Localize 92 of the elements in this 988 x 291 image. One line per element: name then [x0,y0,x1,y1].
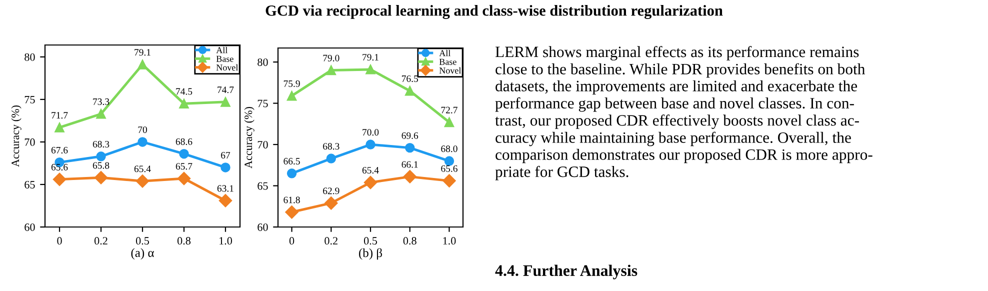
text: GCD via reciprocal learning and class-wise distribution regularization [266,5,723,19]
point [136,174,150,188]
point [220,162,230,172]
x-tick-label: 0 [289,237,294,245]
legend-label: All [216,46,228,54]
x-tick-label: 0.2 [94,237,108,245]
y-tick-label: 60 [24,223,35,231]
y-tick-label: 60 [258,223,268,231]
point [444,117,454,128]
x-tick-label: 1.0 [220,237,232,245]
data-label: 61.8 [284,196,300,204]
data-label: 79.1 [362,54,378,61]
data-label: 65.6 [51,164,68,170]
point [96,109,106,119]
data-label: 66.5 [284,158,300,165]
point [366,140,376,150]
data-label: 62.9 [323,188,340,194]
legend-label: Base [439,58,456,65]
data-label: 75.9 [284,80,300,87]
y-tick-label: 65 [258,182,268,190]
point [285,206,298,219]
point [54,122,64,132]
point [326,154,336,164]
data-label: 70.0 [362,129,379,136]
y-tick-label: 70 [258,140,268,148]
x-tick-label: 0.5 [364,237,378,245]
point [179,98,189,109]
data-label: 65.7 [176,163,192,170]
data-label: 66.1 [402,161,418,168]
data-label: 67 [221,152,230,159]
x-axis-title: (b) β [359,248,382,260]
data-label: 68.3 [92,140,110,148]
data-label: 65.4 [362,167,379,174]
x-tick-label: 1.0 [443,237,456,245]
data-label: 79.0 [323,54,340,62]
text: LERM shows marginal effects as its performance remains close to the baseline. While PDR provides benefits on both datasets, the improvements are limited and exacerbate the performance gap between base and novel classes. In con- trast, our proposed CDR effectively boosts novel class ac- curacy while maintaining base performance. Overall, the comparison demonstrates our proposed CDR is more appro- priate for GCD tasks. [495,46,872,180]
point [324,196,338,210]
data-label: 63.1 [217,185,234,192]
point [442,174,456,188]
data-label: 72.7 [441,106,458,114]
y-tick-label: 75 [258,100,268,108]
legend-label: Novel [216,64,238,71]
y-tick-label: 75 [24,96,35,104]
data-label: 67.6 [51,146,68,154]
point [220,97,230,107]
y-axis-title: Accuracy (%) [11,105,22,167]
legend-label: All [439,50,450,56]
data-label: 74.5 [176,88,192,95]
data-label: 65.4 [134,166,151,172]
data-label: 68.0 [441,146,458,152]
data-label: 68.6 [176,138,192,145]
point [444,156,454,166]
point [138,137,148,147]
data-label: 65.6 [441,165,458,172]
point [286,168,297,178]
x-tick-label: 0 [57,237,62,245]
point [96,152,106,162]
point [52,172,66,186]
y-axis-title: Accuracy (%) [244,106,254,168]
y-tick-label: 80 [258,58,268,66]
data-label: 71.7 [52,112,68,119]
data-label: 79.1 [134,49,150,56]
x-tick-label: 0.5 [136,237,150,245]
legend-label: Base [216,56,234,62]
point [364,176,378,190]
data-label: 70 [138,126,147,134]
point [326,65,336,76]
legend-label: Novel [439,67,462,74]
point [94,171,108,184]
y-tick-label: 70 [24,138,35,146]
point [405,142,415,153]
point [405,86,415,96]
x-tick-label: 0.8 [403,237,416,245]
point [138,60,148,70]
point [366,64,376,74]
point [403,170,416,184]
text: 4.4. Further Analysis [495,264,638,280]
point [179,149,189,159]
data-label: 76.5 [402,75,418,82]
point [218,194,232,208]
y-tick-label: 80 [24,53,35,61]
point [286,90,297,101]
data-label: 73.3 [93,98,110,106]
point [177,172,191,186]
data-label: 65.8 [92,162,110,169]
data-label: 74.7 [218,86,234,94]
x-tick-label: 0.8 [177,237,191,245]
x-tick-label: 0.2 [324,237,338,245]
x-axis-title: (a) α [131,248,154,260]
data-label: 68.3 [323,143,340,150]
y-tick-label: 65 [24,180,35,188]
data-label: 69.6 [402,132,418,139]
